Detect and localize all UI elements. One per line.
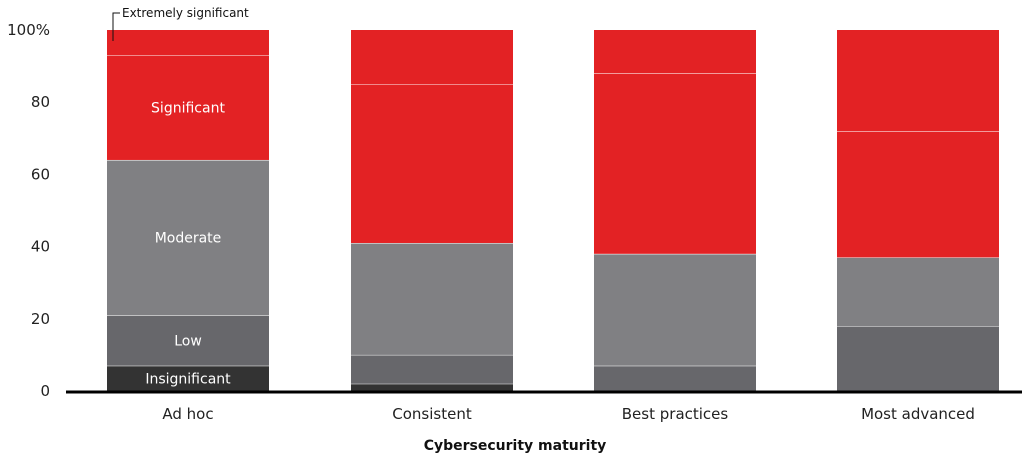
segment-label: Moderate xyxy=(155,231,222,247)
x-axis-title: Cybersecurity maturity xyxy=(424,438,607,454)
bar-segment xyxy=(594,253,756,366)
y-axis: 0 20 40 60 80 100% xyxy=(7,21,50,400)
bar-segment xyxy=(107,365,269,391)
segment-labels: Insignificant Low Moderate Significant xyxy=(145,101,231,388)
x-axis: Ad hoc Consistent Best practices Most advan… xyxy=(162,405,975,423)
bar-segment xyxy=(107,30,269,56)
segment-label: Insignificant xyxy=(145,371,231,387)
bar-segment xyxy=(107,159,269,316)
x-tick-label: Ad hoc xyxy=(162,405,213,423)
extremely-significant-callout: Extremely significant xyxy=(112,6,249,41)
bar-segment xyxy=(594,365,756,391)
callout-leader-line xyxy=(112,12,120,41)
y-tick-label: 80 xyxy=(31,93,50,111)
bar-segment xyxy=(594,73,756,254)
bar-segment xyxy=(107,55,269,160)
x-tick-label: Best practices xyxy=(622,405,729,423)
bar-segment xyxy=(594,30,756,74)
callout-label: Extremely significant xyxy=(122,6,249,20)
bar-segment xyxy=(837,131,999,258)
bar-segment xyxy=(351,84,513,243)
bars xyxy=(107,30,999,391)
bar-segment xyxy=(351,242,513,355)
bar-segment xyxy=(351,383,513,391)
x-tick-label: Most advanced xyxy=(861,405,975,423)
bar-segment xyxy=(837,257,999,327)
segment-label: Significant xyxy=(151,101,225,117)
x-tick-label: Consistent xyxy=(392,405,472,423)
bar-segment xyxy=(837,30,999,132)
bar-segment xyxy=(837,326,999,391)
bar-segment xyxy=(107,315,269,366)
bar-segment xyxy=(351,30,513,85)
y-tick-label: 20 xyxy=(31,310,50,328)
y-tick-label: 60 xyxy=(31,165,50,183)
y-tick-label: 100% xyxy=(7,21,50,39)
segment-label: Low xyxy=(174,333,202,349)
y-tick-label: 40 xyxy=(31,238,50,256)
bar-segment xyxy=(351,354,513,384)
y-tick-label: 0 xyxy=(40,382,50,400)
